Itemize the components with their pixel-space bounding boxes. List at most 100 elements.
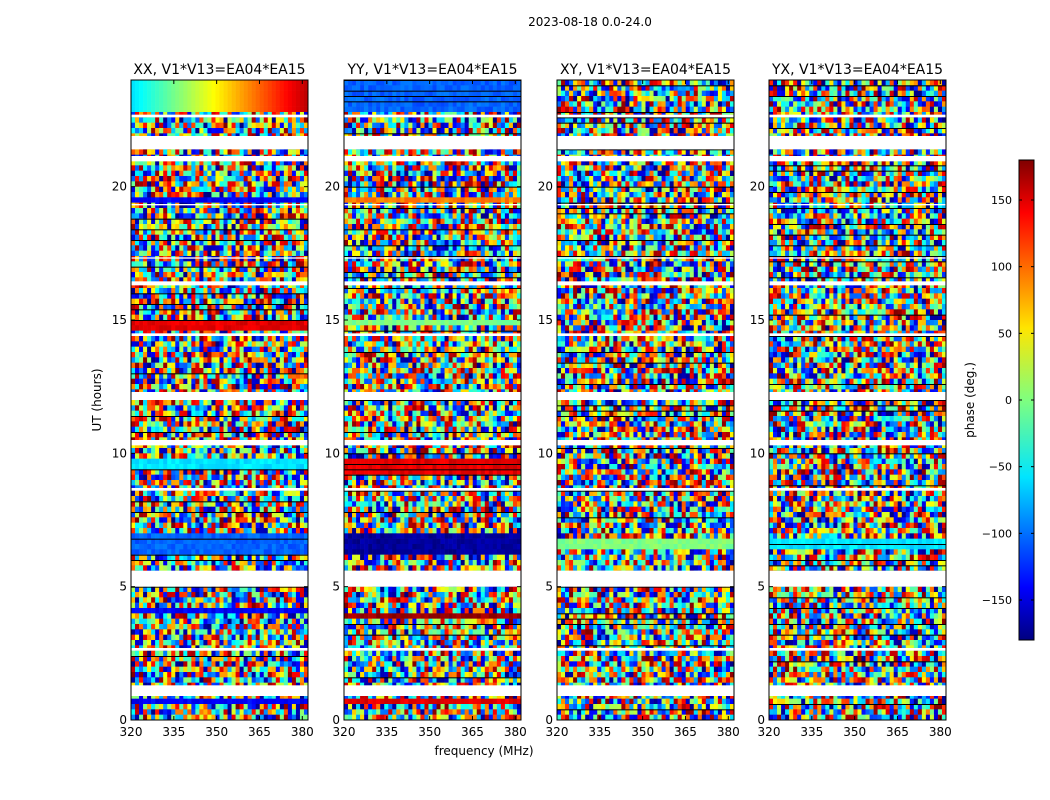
x-tick-label: 335 [375,725,398,739]
colorbar-tick-label: 0 [1005,394,1012,407]
panel-1: YY, V1*V13=EA04*EA15 320 335 350 365 380 0 5 10 1… [325,62,527,739]
flagged-interval [557,281,734,286]
flagged-interval [557,685,734,696]
flagged-interval [769,685,946,696]
x-tick-label: 350 [631,725,654,739]
flagged-interval [344,685,521,696]
x-tick-label: 365 [461,725,484,739]
y-tick-label: 20 [325,180,340,194]
flagged-interval [769,333,946,336]
x-tick-label: 380 [291,725,314,739]
flagged-interval [557,114,734,118]
flagged-interval [131,136,308,150]
flagged-interval [131,392,308,400]
flagged-interval [344,440,521,446]
y-tick-label: 20 [750,180,765,194]
panel-frame [768,79,947,721]
flagged-interval [769,488,946,491]
x-tick-label: 335 [800,725,823,739]
panel-title: YY, V1*V13=EA04*EA15 [346,62,517,78]
flagged-interval [131,440,308,446]
flagged-interval [344,156,521,162]
panel-heatmap [557,80,734,720]
x-tick-label: 350 [418,725,441,739]
panel-title: XX, V1*V13=EA04*EA15 [133,62,305,78]
y-tick-label: 0 [119,713,127,727]
flagged-interval [131,333,308,336]
flagged-interval [769,114,946,118]
panel-3: YX, V1*V13=EA04*EA15 320 335 350 365 380 0 5 10 1… [750,62,952,739]
flagged-interval [769,156,946,162]
y-axis-label: UT (hours) [90,368,104,431]
x-tick-label: 335 [162,725,185,739]
colorbar-tick-label: −50 [989,461,1012,474]
colorbar-ticks: 150 100 50 0 −50 −100 −150 [982,194,1034,607]
x-tick-label: 320 [546,725,569,739]
flagged-interval [131,281,308,286]
y-tick-label: 15 [112,313,127,327]
panel-heatmap [344,80,521,720]
y-tick-label: 5 [119,580,127,594]
x-tick-label: 350 [205,725,228,739]
flagged-interval [131,156,308,162]
colorbar-label: phase (deg.) [963,362,977,438]
x-tick-label: 350 [843,725,866,739]
y-tick-label: 0 [332,713,340,727]
x-tick-label: 365 [248,725,271,739]
flagged-interval [344,488,521,491]
x-tick-label: 380 [504,725,527,739]
x-axis-label: frequency (MHz) [434,744,533,758]
flagged-interval [131,204,308,206]
x-tick-label: 320 [758,725,781,739]
x-tick-label: 380 [717,725,740,739]
figure-title: 2023-08-18 0.0-24.0 [528,15,652,29]
flagged-interval [131,685,308,696]
flagged-interval [131,257,308,259]
flagged-interval [557,392,734,400]
flagged-interval [557,156,734,162]
flagged-interval [344,392,521,400]
flagged-interval [769,570,946,587]
flagged-interval [344,281,521,286]
flagged-interval [344,114,521,118]
colorbar-tick-label: 50 [998,327,1012,340]
y-tick-label: 10 [112,446,127,460]
x-tick-label: 320 [120,725,143,739]
y-tick-label: 10 [325,446,340,460]
colorbar-tick-label: −100 [982,527,1012,540]
y-tick-label: 10 [750,446,765,460]
flagged-interval [769,392,946,400]
y-tick-label: 0 [545,713,553,727]
flagged-interval [344,257,521,259]
y-tick-label: 15 [750,313,765,327]
x-tick-label: 365 [886,725,909,739]
flagged-interval [344,570,521,587]
flagged-interval [344,333,521,336]
panel-frame [556,79,735,721]
flagged-interval [557,136,734,150]
flagged-interval [557,333,734,336]
y-tick-label: 15 [538,313,553,327]
x-tick-label: 365 [674,725,697,739]
panel-title: XY, V1*V13=EA04*EA15 [560,62,731,78]
flagged-interval [131,648,308,651]
flagged-interval [344,136,521,150]
x-tick-label: 380 [929,725,952,739]
flagged-interval [557,204,734,206]
flagged-interval [769,257,946,259]
y-tick-label: 0 [757,713,765,727]
y-tick-label: 5 [332,580,340,594]
x-tick-label: 320 [333,725,356,739]
panel-frame [130,79,309,721]
panels: XX, V1*V13=EA04*EA15 320 335 350 365 380 0 5 10 1… [112,62,952,739]
y-tick-label: 15 [325,313,340,327]
panel-2: XY, V1*V13=EA04*EA15 320 335 350 365 380 0 5 10 1… [538,62,740,739]
x-tick-label: 335 [588,725,611,739]
y-tick-label: 10 [538,446,553,460]
flagged-interval [131,488,308,491]
panel-heatmap [131,80,308,720]
flagged-interval [557,440,734,446]
flagged-interval [769,281,946,286]
flagged-interval [557,488,734,491]
